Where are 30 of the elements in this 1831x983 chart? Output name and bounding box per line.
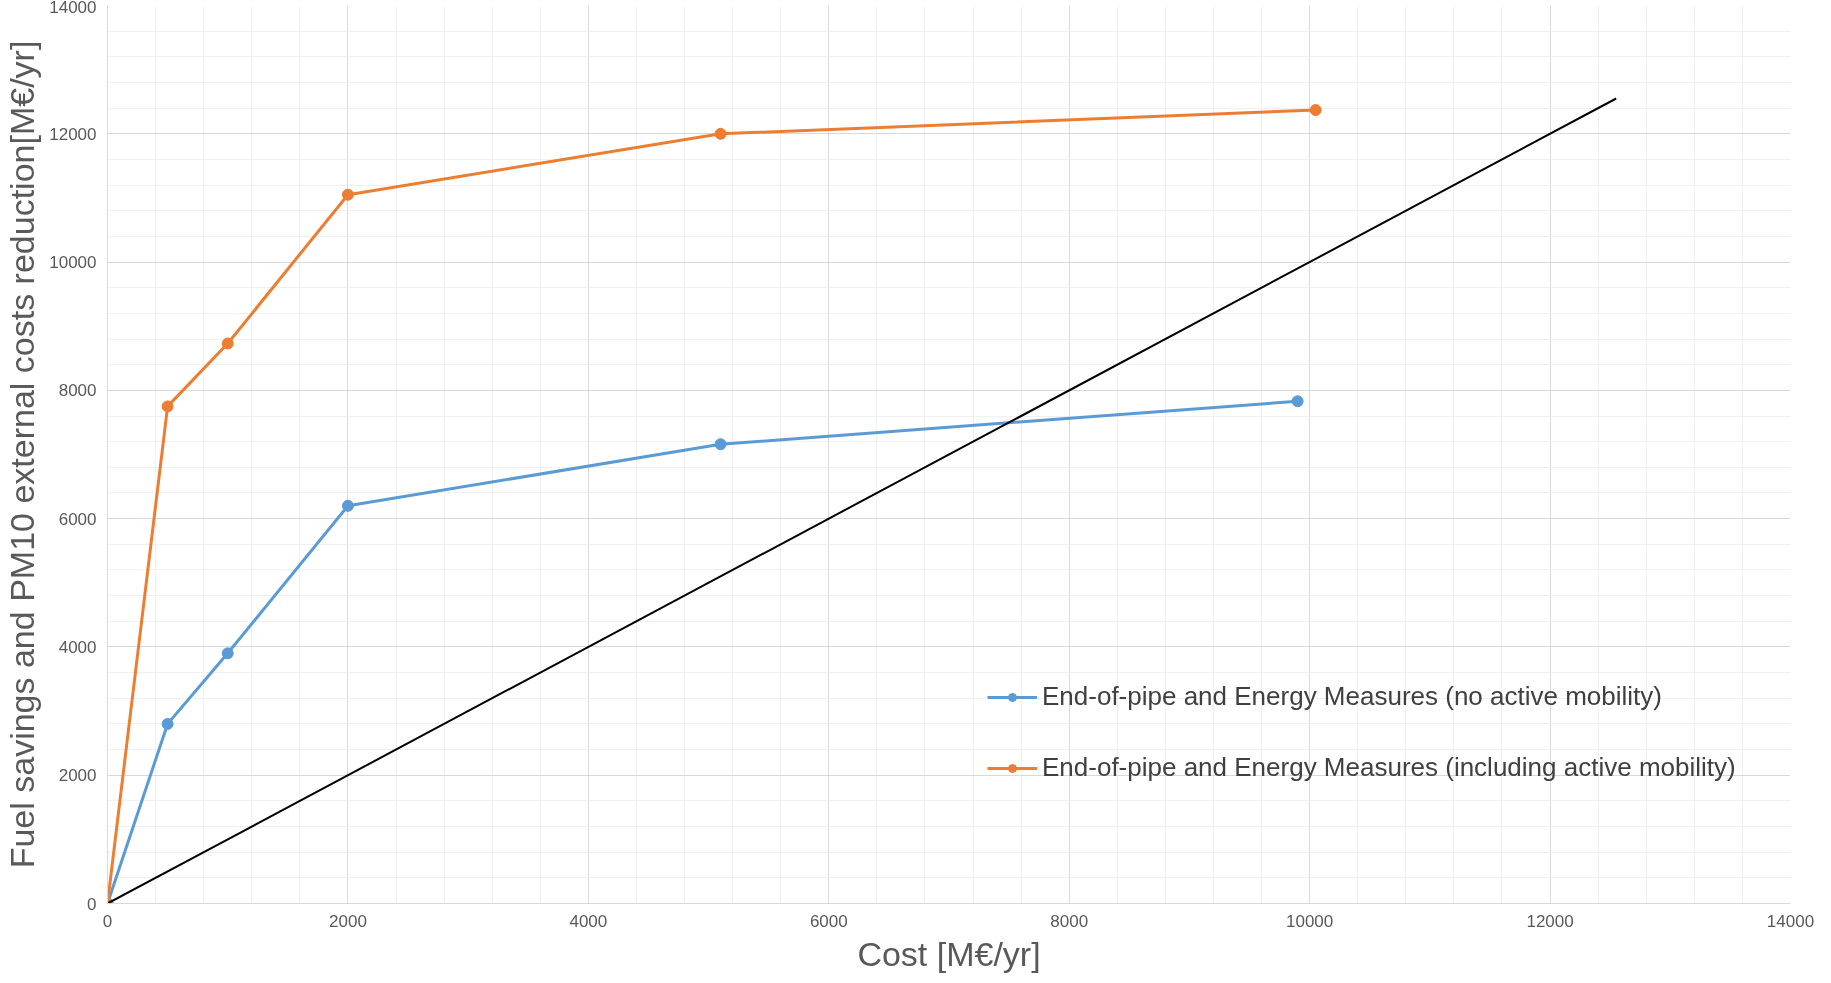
- x-tick-label: 14000: [1766, 911, 1815, 931]
- x-tick-label: 0: [102, 911, 113, 931]
- point: [714, 438, 727, 451]
- legend-label: End-of-pipe and Energy Measures (including active mobility): [1042, 752, 1736, 783]
- point: [221, 647, 234, 660]
- x-tick-label: 8000: [1050, 911, 1089, 931]
- y-axis-title: Fuel savings and PM10 external costs reduction[M€/yr]: [3, 40, 42, 869]
- x-tick-label: 12000: [1526, 911, 1574, 931]
- y-tick-label: 0: [87, 894, 97, 914]
- point: [714, 127, 727, 140]
- point: [1291, 395, 1304, 408]
- y-tick-label: 12000: [49, 124, 97, 144]
- x-axis-title: Cost [M€/yr]: [857, 934, 1041, 973]
- x-tick-label: 6000: [809, 911, 848, 931]
- point: [1309, 104, 1322, 117]
- y-tick-label: 4000: [58, 637, 97, 657]
- y-tick-label: 2000: [58, 766, 97, 786]
- point: [341, 499, 354, 512]
- point: [341, 188, 354, 201]
- y-tick-label: 10000: [49, 253, 97, 273]
- x-tick-label: 10000: [1286, 911, 1334, 931]
- x-tick-label: 2000: [329, 911, 367, 931]
- y-tick-label: 6000: [58, 509, 97, 529]
- y-tick-label: 14000: [49, 0, 97, 17]
- point: [161, 717, 174, 730]
- legend-label: End-of-pipe and Energy Measures (no active mobility): [1042, 681, 1662, 712]
- y-tick-label: 8000: [58, 381, 97, 401]
- x-tick-label: 4000: [569, 911, 608, 931]
- point: [221, 337, 234, 350]
- point: [161, 400, 174, 413]
